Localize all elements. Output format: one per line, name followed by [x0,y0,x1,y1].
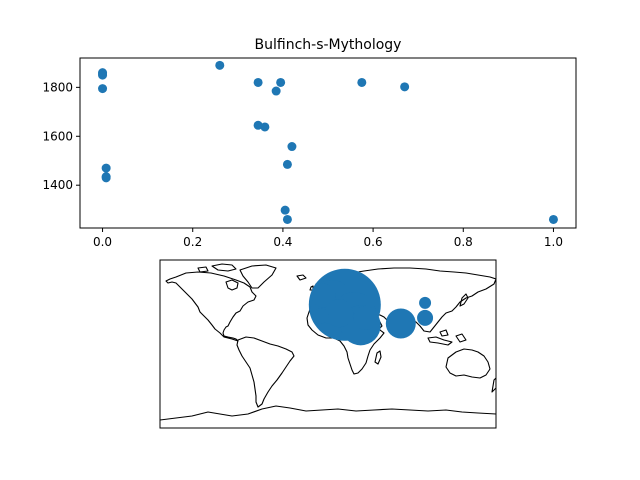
coastline-australia [445,348,491,379]
scatter-point-4 [101,163,111,173]
coastline-southeast-asia-islands [427,329,467,346]
scatter-point-12 [260,122,270,132]
y-tick-label-2: 1800 [42,80,73,94]
coastline-antarctica [160,405,496,421]
x-tick-label-4: 0.8 [454,235,473,249]
scatter-point-18 [400,82,410,92]
coastline-north-america [165,271,257,342]
map-bubbles [308,268,434,346]
scatter-point-2 [98,70,108,80]
y-tick-label-1: 1600 [42,129,73,143]
map-bubble-10 [419,296,432,309]
x-tick-label-3: 0.6 [364,235,383,249]
coastline-madagascar [374,350,382,365]
scatter-point-11 [253,120,263,130]
x-tick-label-2: 0.4 [273,235,292,249]
scatter-point-15 [280,205,290,215]
scatter-point-19 [548,214,558,224]
map-bubble-6 [353,305,378,330]
scatter-point-6 [101,173,111,183]
map-panel [159,259,497,429]
scatter-point-7 [215,60,225,70]
scatter-point-8 [253,77,263,87]
scatter-point-13 [287,142,297,152]
coastline-greenland [239,264,277,289]
map-bubble-8 [385,308,416,339]
map-bubble-4 [311,283,336,308]
scatter-point-3 [98,84,108,94]
coastline-hudson-bay [225,279,239,291]
chart-title: Bulfinch-s-Mythology [255,37,402,53]
y-axis-ticks: 1400 1600 1800 [42,80,80,192]
scatter-point-9 [271,86,281,96]
scatter-panel: Bulfinch-s-Mythology 0.0 0.2 0.4 0.6 0.8 1.0 … [42,37,577,249]
scatter-point-10 [276,77,286,87]
scatter-point-16 [282,214,292,224]
coastline-iceland [296,274,307,281]
map-bubble-9 [417,309,434,326]
coastline-arctic-islands [197,263,237,273]
coastline-japan [459,293,469,307]
map-bubble-5 [325,299,354,328]
scatter-point-17 [357,77,367,87]
x-tick-label-1: 0.2 [183,235,202,249]
coastline-new-zealand [491,377,496,393]
map-bubble-7 [312,308,329,324]
map-axes-frame [159,259,497,429]
x-tick-label-0: 0.0 [93,235,112,249]
scatter-point-14 [282,159,292,169]
x-axis-ticks: 0.0 0.2 0.4 0.6 0.8 1.0 [93,228,563,249]
y-tick-label-0: 1400 [42,178,73,192]
coastline-south-america [236,336,295,408]
x-tick-label-5: 1.0 [544,235,563,249]
scatter-axes-frame [79,57,577,229]
scatter-points [98,60,558,224]
